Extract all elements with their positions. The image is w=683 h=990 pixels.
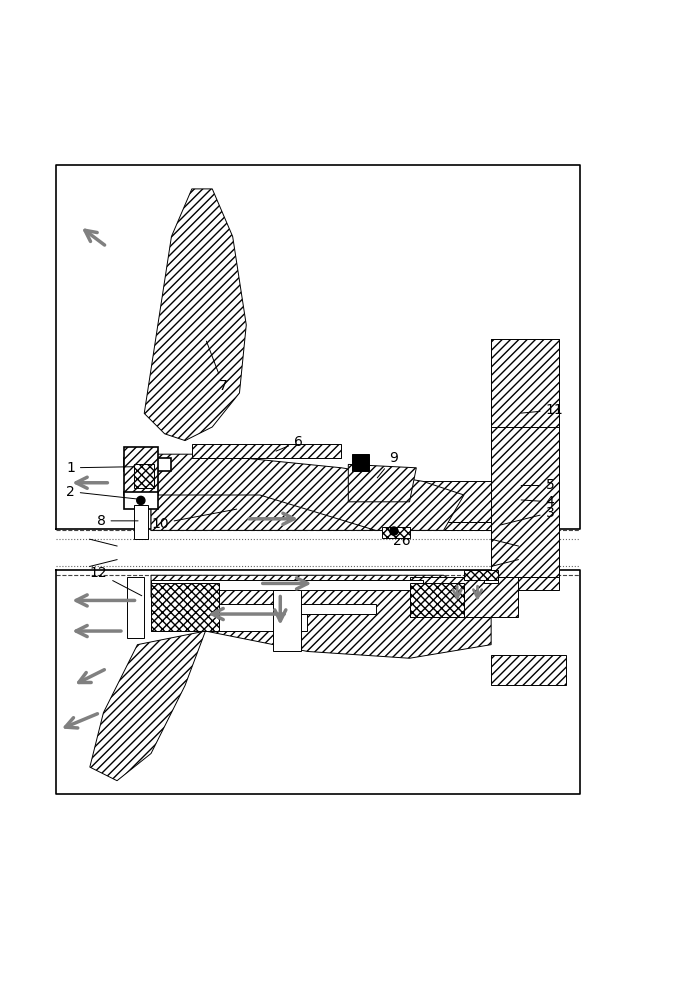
Polygon shape: [491, 427, 559, 576]
Polygon shape: [491, 339, 559, 474]
Polygon shape: [410, 583, 464, 618]
Polygon shape: [151, 575, 491, 658]
Text: 9: 9: [377, 450, 398, 478]
Polygon shape: [498, 474, 559, 488]
Polygon shape: [124, 457, 171, 471]
Polygon shape: [410, 576, 518, 618]
Polygon shape: [348, 464, 417, 502]
Polygon shape: [376, 522, 559, 531]
Polygon shape: [90, 631, 206, 781]
Polygon shape: [134, 505, 148, 540]
Text: 6: 6: [276, 435, 303, 451]
Polygon shape: [151, 604, 376, 614]
Polygon shape: [382, 527, 410, 538]
Polygon shape: [498, 576, 559, 590]
Polygon shape: [464, 570, 498, 580]
Circle shape: [137, 496, 145, 505]
Bar: [491, 339, 559, 474]
Text: 12: 12: [90, 566, 142, 596]
Bar: [491, 339, 559, 474]
Text: 4: 4: [521, 495, 555, 509]
Polygon shape: [124, 492, 158, 509]
Polygon shape: [127, 576, 144, 638]
Polygon shape: [151, 583, 219, 631]
Polygon shape: [498, 474, 559, 495]
Polygon shape: [273, 590, 301, 651]
Bar: [352, 454, 369, 471]
Polygon shape: [192, 444, 342, 457]
Polygon shape: [484, 573, 498, 583]
Text: 11: 11: [521, 403, 563, 417]
Polygon shape: [151, 454, 464, 531]
Polygon shape: [151, 614, 307, 631]
Text: 3: 3: [501, 506, 555, 525]
Polygon shape: [423, 481, 518, 522]
Text: 1: 1: [66, 460, 148, 475]
Text: 2: 2: [66, 484, 141, 500]
Polygon shape: [134, 464, 154, 488]
Text: 8: 8: [96, 514, 138, 528]
Polygon shape: [151, 495, 376, 531]
Text: 26: 26: [393, 535, 410, 548]
Circle shape: [390, 527, 398, 536]
Polygon shape: [124, 447, 158, 495]
Text: 10: 10: [151, 509, 237, 531]
Text: 5: 5: [521, 478, 555, 492]
Text: 7: 7: [206, 342, 228, 393]
Polygon shape: [151, 580, 423, 590]
Polygon shape: [144, 189, 247, 441]
Polygon shape: [491, 654, 566, 685]
